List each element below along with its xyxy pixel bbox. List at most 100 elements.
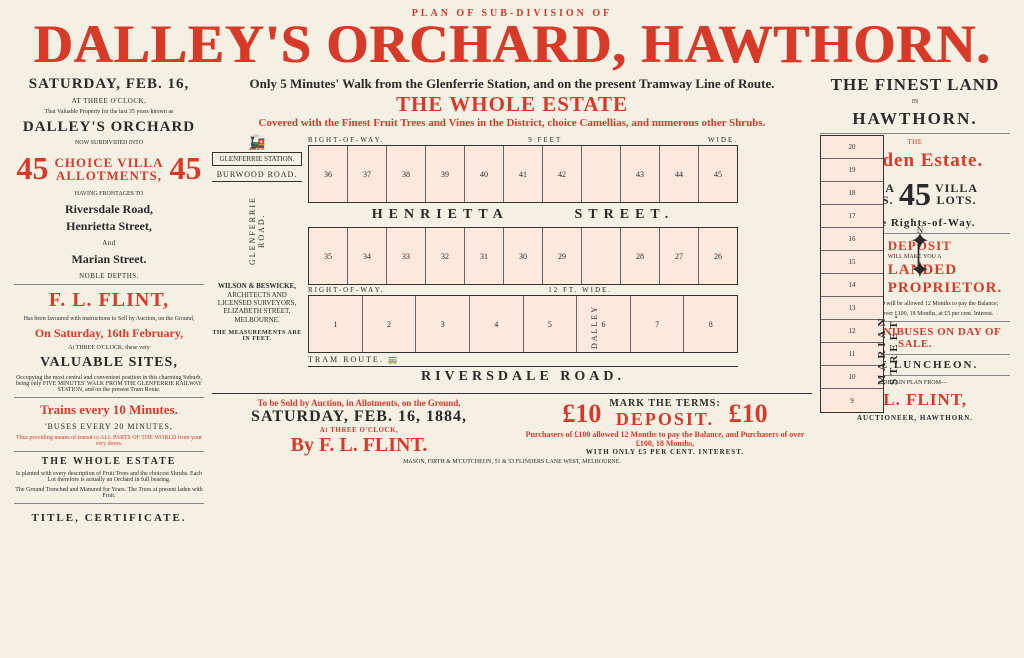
orchard-name: DALLEY'S ORCHARD: [14, 119, 204, 136]
lot: 45: [699, 146, 737, 202]
row1: RIGHT-OF-WAY.: [308, 136, 385, 144]
measurements: THE MEASUREMENTS ARE IN FEET.: [212, 330, 302, 342]
lot: 2: [363, 296, 417, 352]
lot: 8: [684, 296, 737, 352]
lot: 20: [821, 136, 883, 159]
lot: 15: [821, 251, 883, 274]
row2: 9 FEET: [528, 136, 562, 144]
surveyor-addr: ELIZABETH STREET, MELBOURNE.: [223, 307, 290, 323]
lot: 10: [821, 366, 883, 389]
deposit-line: £10 MARK THE TERMS: DEPOSIT. £10: [518, 398, 812, 430]
noble-depths: NOBLE DEPTHS.: [14, 272, 204, 280]
auction-date: SATURDAY, FEB. 16, 1884,: [212, 408, 506, 426]
burwood: BURWOOD ROAD.: [212, 170, 302, 182]
tram-label: TRAM ROUTE.: [308, 355, 384, 364]
valuable-desc: That Valuable Property for the last 35 y…: [14, 109, 204, 115]
lot: 27: [660, 228, 699, 284]
lot: 6: [577, 296, 631, 352]
lot: 30: [504, 228, 543, 284]
deposit-word: DEPOSIT.: [609, 409, 720, 430]
walk-line: Only 5 Minutes' Walk from the Glenferrie…: [212, 76, 812, 92]
dep-terms: Purchasers of £100 allowed 12 Months to …: [518, 430, 812, 448]
map-wrap: 🚂 GLENFERRIE STATION. BURWOOD ROAD. GLEN…: [212, 135, 812, 385]
flint-name: F. L. FLINT,: [14, 289, 204, 312]
mark-terms: MARK THE TERMS:: [609, 398, 720, 409]
lot: 13: [821, 297, 883, 320]
by-flint: By F. L. FLINT.: [212, 434, 506, 457]
lot: 26: [699, 228, 737, 284]
lot: 44: [660, 146, 699, 202]
content-columns: SATURDAY, FEB. 16, AT THREE O'CLOCK, Tha…: [14, 76, 1010, 527]
lot: 16: [821, 228, 883, 251]
row1b: RIGHT-OF-WAY.: [308, 286, 385, 294]
divider: [14, 451, 204, 452]
row3: WIDE.: [708, 136, 738, 144]
allotments: ALLOTMENTS,: [55, 169, 164, 182]
marian-street: MARIAN STREET.: [876, 235, 900, 385]
num-left: 45: [17, 150, 49, 187]
divider: [820, 133, 1010, 134]
covered-line: Covered with the Finest Fruit Trees and …: [212, 117, 812, 129]
lot: 32: [426, 228, 465, 284]
and: And: [14, 239, 204, 247]
lot: 19: [821, 159, 883, 182]
frontages: HAVING FRONTAGES TO: [14, 191, 204, 197]
glenferrie-road: GLENFERRIE ROAD.: [248, 186, 266, 276]
row-label: RIGHT-OF-WAY. 9 FEET WIDE.: [308, 136, 738, 144]
sale-time: AT THREE O'CLOCK,: [14, 97, 204, 105]
lot: 18: [821, 182, 883, 205]
divider: [14, 397, 204, 398]
divider: [14, 503, 204, 504]
lot: 33: [387, 228, 426, 284]
thus: Thus providing means of transit to ALL P…: [14, 435, 204, 447]
villa-r: VILLA LOTS.: [935, 182, 978, 206]
printer: MASON, FIRTH & M'CUTCHEON, 51 & 53 FLIND…: [212, 459, 812, 465]
lot: 41: [504, 146, 543, 202]
num-right: 45: [169, 150, 201, 187]
subdivision-map: RIGHT-OF-WAY. 9 FEET WIDE. 3637383940414…: [308, 135, 812, 385]
map-side: 🚂 GLENFERRIE STATION. BURWOOD ROAD. GLEN…: [212, 135, 302, 342]
dep-interest: WITH ONLY £5 PER CENT. INTEREST.: [518, 448, 812, 456]
marian: Marian Street.: [14, 251, 204, 268]
make-you: WILL MAKE YOU A: [888, 254, 1002, 261]
lot: 39: [426, 146, 465, 202]
pound-right: £10: [729, 399, 768, 429]
auctioneer: AUCTIONEER, HAWTHORN.: [820, 414, 1010, 422]
lot: 35: [309, 228, 348, 284]
lot: 12: [821, 320, 883, 343]
lot: 1: [309, 296, 363, 352]
title-certificate: TITLE, CERTIFICATE.: [14, 512, 204, 524]
lot: [582, 146, 621, 202]
surveyor: WILSON & BESWICKE, ARCHITECTS AND LICENS…: [212, 282, 302, 324]
finest-land: THE FINEST LAND: [820, 76, 1010, 95]
surveyor-name: WILSON & BESWICKE,: [218, 282, 296, 290]
lot: 11: [821, 343, 883, 366]
street-list: Riversdale Road, Henrietta Street,: [14, 201, 204, 235]
auction-time: At THREE O'CLOCK,: [212, 426, 506, 434]
pound-left: £10: [562, 399, 601, 429]
lot: 38: [387, 146, 426, 202]
compass-icon: N ✦│✦: [910, 225, 930, 278]
lot: 4: [470, 296, 524, 352]
lot: 43: [621, 146, 660, 202]
henrietta-street: HENRIETTA STREET.: [308, 207, 738, 223]
lot: 5: [524, 296, 578, 352]
lot: 17: [821, 205, 883, 228]
whole-estate-l: THE WHOLE ESTATE: [14, 456, 204, 467]
lot: 29: [543, 228, 582, 284]
lot: 9: [821, 389, 883, 412]
center-column: Only 5 Minutes' Walk from the Glenferrie…: [212, 76, 812, 527]
poster: PLAN OF SUB-DIVISION OF DALLEY'S ORCHARD…: [0, 0, 1024, 658]
lots-side: 20191817161514131211109: [820, 135, 884, 413]
proprietor: PROPRIETOR.: [888, 279, 1002, 297]
left-column: SATURDAY, FEB. 16, AT THREE O'CLOCK, Tha…: [14, 76, 204, 527]
hawthorn: HAWTHORN.: [820, 109, 1010, 129]
allotment-count: 45 CHOICE VILLA ALLOTMENTS, 45: [14, 150, 204, 187]
station: GLENFERRIE STATION.: [212, 152, 302, 166]
trains: Trains every 10 Minutes.: [14, 402, 204, 418]
lot: 40: [465, 146, 504, 202]
row-label-2: RIGHT-OF-WAY. 12 FT. WIDE.: [308, 286, 738, 294]
allot-stack: CHOICE VILLA ALLOTMENTS,: [55, 156, 164, 182]
henrietta: HENRIETTA: [372, 207, 508, 222]
dalley-street: DALLEY: [590, 305, 599, 349]
